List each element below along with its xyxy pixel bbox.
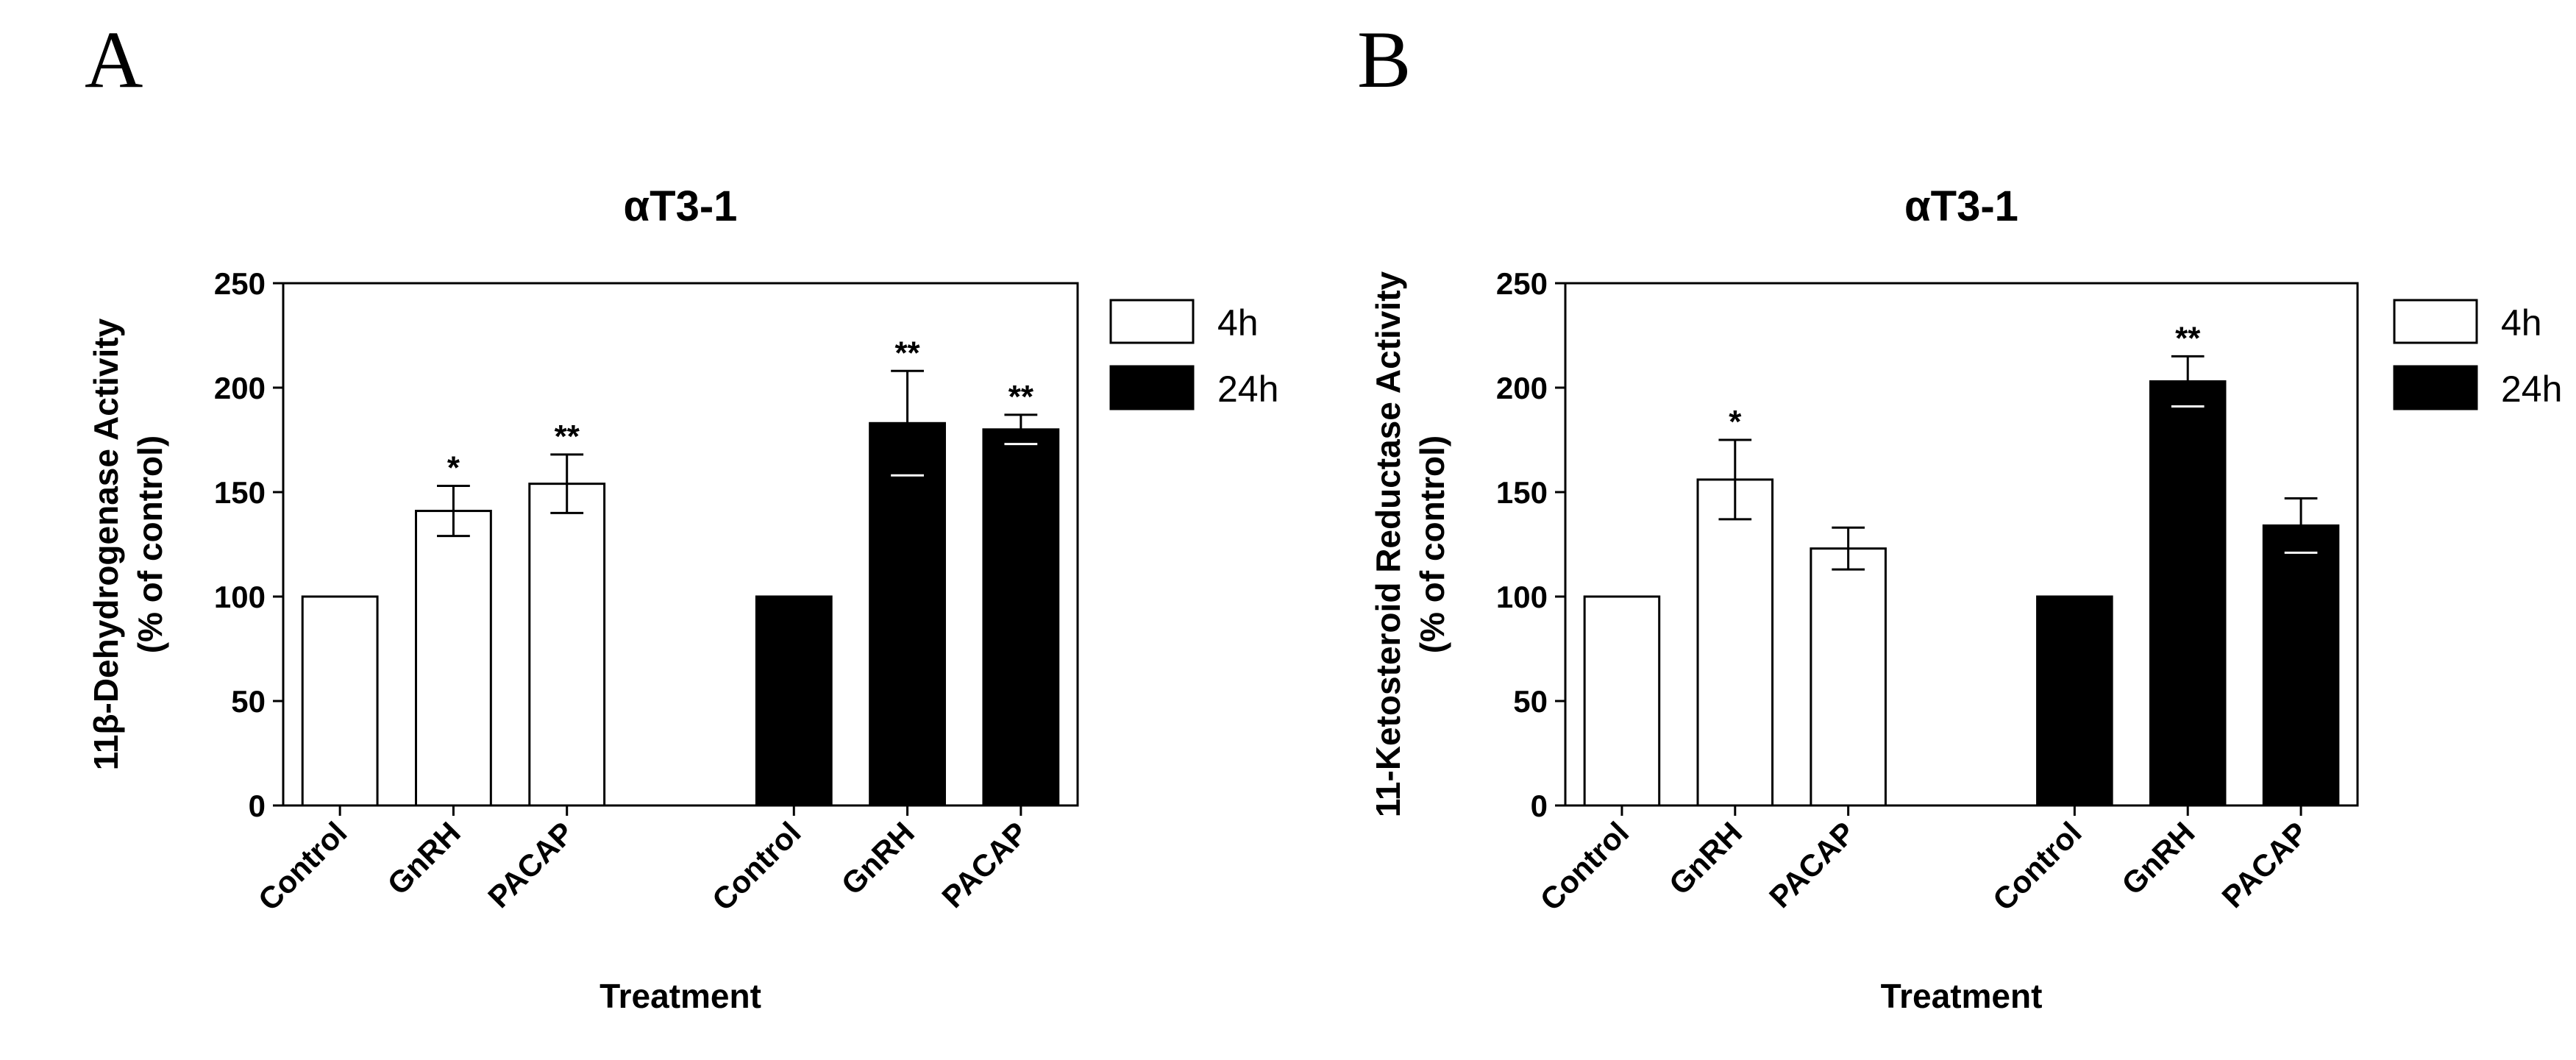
bar-4h-control bbox=[1583, 595, 1661, 807]
x-axis-label: Treatment bbox=[599, 977, 761, 1015]
legend-label-24h: 24h bbox=[1217, 369, 1278, 410]
bar-4h-control bbox=[301, 595, 379, 807]
y-tick-label: 250 bbox=[214, 266, 266, 301]
panel-letter: A bbox=[85, 15, 143, 104]
category-label: PACAP bbox=[2215, 815, 2314, 914]
y-tick-label: 100 bbox=[214, 580, 266, 614]
y-tick-label: 0 bbox=[1531, 789, 1548, 823]
significance-marker: ** bbox=[894, 335, 920, 371]
y-tick-label: 0 bbox=[249, 789, 266, 823]
bar-4h-gnrh bbox=[1696, 478, 1774, 807]
bar-24h-control bbox=[2036, 595, 2113, 807]
y-tick-label: 250 bbox=[1496, 266, 1548, 301]
x-axis-label: Treatment bbox=[1881, 977, 2043, 1015]
y-tick-label: 100 bbox=[1496, 580, 1548, 614]
bar-24h-pacap bbox=[982, 428, 1060, 807]
y-tick-label: 50 bbox=[1513, 684, 1548, 719]
category-label: Control bbox=[1986, 815, 2088, 917]
category-label: PACAP bbox=[935, 815, 1034, 914]
category-label: Control bbox=[705, 815, 808, 917]
chart-title: αT3-1 bbox=[624, 182, 738, 230]
category-label: GnRH bbox=[380, 815, 466, 901]
y-axis-label-line1: 11-Ketosteroid Reductase Activity bbox=[1369, 271, 1407, 817]
significance-marker: * bbox=[447, 449, 460, 485]
y-tick-label: 150 bbox=[214, 475, 266, 510]
significance-marker: ** bbox=[2175, 320, 2201, 356]
bar-24h-pacap bbox=[2262, 524, 2340, 807]
y-tick-label: 50 bbox=[231, 684, 266, 719]
bar-4h-pacap bbox=[528, 483, 606, 807]
y-tick-label: 200 bbox=[1496, 371, 1548, 405]
category-label: PACAP bbox=[481, 815, 580, 914]
legend-label-4h: 4h bbox=[1217, 302, 1259, 344]
significance-marker: ** bbox=[1008, 379, 1034, 415]
bar-24h-gnrh bbox=[2149, 380, 2227, 807]
legend-swatch-24h bbox=[2393, 365, 2478, 410]
bar-4h-gnrh bbox=[415, 510, 492, 807]
category-label: GnRH bbox=[1662, 815, 1748, 901]
legend-swatch-4h bbox=[1109, 299, 1195, 344]
bar-24h-gnrh bbox=[869, 421, 946, 807]
plot-frame bbox=[1564, 282, 2359, 807]
y-axis-label-line2: (% of control) bbox=[131, 435, 169, 653]
category-label: Control bbox=[1533, 815, 1635, 917]
category-label: Control bbox=[252, 815, 354, 917]
panel-letter: B bbox=[1357, 15, 1411, 104]
legend-swatch-4h bbox=[2393, 299, 2478, 344]
category-label: GnRH bbox=[835, 815, 921, 901]
significance-marker: * bbox=[1729, 404, 1742, 440]
category-label: PACAP bbox=[1762, 815, 1862, 914]
legend-label-4h: 4h bbox=[2501, 302, 2542, 344]
legend-label-24h: 24h bbox=[2501, 369, 2562, 410]
bar-4h-pacap bbox=[1810, 547, 1887, 807]
y-tick-label: 150 bbox=[1496, 475, 1548, 510]
y-axis-label-line2: (% of control) bbox=[1413, 435, 1451, 653]
y-axis-label-line1: 11β-Dehydrogenase Activity bbox=[87, 318, 125, 770]
significance-marker: ** bbox=[555, 419, 580, 455]
legend-swatch-24h bbox=[1109, 365, 1195, 410]
y-tick-label: 200 bbox=[214, 371, 266, 405]
bar-24h-control bbox=[755, 595, 833, 807]
category-label: GnRH bbox=[2115, 815, 2201, 901]
plot-frame bbox=[282, 282, 1079, 807]
chart-title: αT3-1 bbox=[1904, 182, 2018, 230]
